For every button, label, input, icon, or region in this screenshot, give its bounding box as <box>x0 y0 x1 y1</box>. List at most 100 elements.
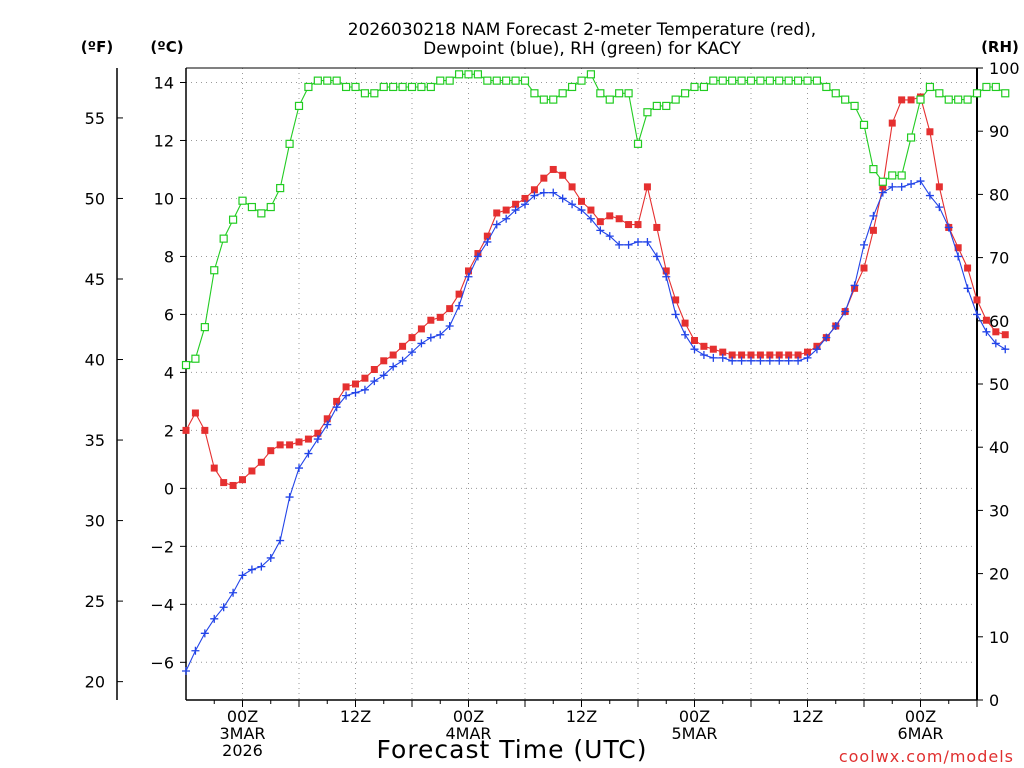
rh-point <box>954 95 963 104</box>
temperature-point <box>493 209 501 217</box>
temperature-point <box>691 337 698 345</box>
temperature-point <box>361 374 369 382</box>
fahrenheit-tick-label: 25 <box>85 592 105 611</box>
x-tick-label: 12Z <box>792 707 823 726</box>
dewpoint-point <box>229 588 238 597</box>
fahrenheit-tick-label: 50 <box>85 189 105 208</box>
dewpoint-point <box>247 565 256 574</box>
x-tick-label: 6MAR <box>897 724 943 743</box>
rh-point <box>389 82 398 92</box>
temperature-point <box>304 435 312 443</box>
temperature-point <box>804 348 811 356</box>
temperature-point <box>606 212 614 220</box>
dewpoint-point <box>219 603 228 612</box>
temperature-point <box>700 342 708 350</box>
rh-point <box>219 234 228 243</box>
temperature-point <box>286 441 294 449</box>
rh-point <box>850 101 859 111</box>
dewpoint-point <box>502 214 511 223</box>
dewpoint-point <box>530 191 539 200</box>
dewpoint-point <box>445 322 454 331</box>
temperature-point <box>436 313 444 321</box>
rh-point <box>417 82 426 92</box>
rh-point <box>812 76 822 85</box>
temperature-point <box>342 383 350 391</box>
rh-point <box>784 76 793 85</box>
temperature-point <box>738 351 746 359</box>
dewpoint-point <box>370 377 379 386</box>
rh-point <box>530 89 539 98</box>
rh-point <box>671 95 680 104</box>
rh-point <box>398 82 407 92</box>
temperature-point <box>502 206 510 214</box>
celsius-tick-label: 8 <box>164 247 174 266</box>
temperature-point <box>728 351 736 359</box>
dewpoint-point <box>276 536 285 545</box>
fahrenheit-axis-unit: (ºF) <box>81 38 113 56</box>
dewpoint-point <box>521 200 529 209</box>
rh-point <box>596 89 605 98</box>
rh-point <box>360 89 370 98</box>
dewpoint-point <box>916 177 925 186</box>
rh-point <box>304 82 313 92</box>
credit-text: coolwx.com/models <box>839 747 1014 766</box>
rh-point <box>549 95 558 104</box>
rh-point <box>944 95 953 104</box>
temperature-point <box>257 458 265 466</box>
temperature-point <box>907 96 915 104</box>
rh-point <box>191 354 200 363</box>
temperature-point <box>785 351 793 359</box>
celsius-tick-label: 0 <box>164 479 174 498</box>
dewpoint-point <box>954 252 963 261</box>
temperature-point <box>399 342 407 350</box>
rh-point <box>643 108 652 117</box>
temperature-point <box>888 119 896 127</box>
rh-point <box>897 171 906 180</box>
x-tick-label: 00Z <box>453 707 484 726</box>
dewpoint-point <box>558 194 567 203</box>
rh-point <box>454 70 464 79</box>
dewpoint-point <box>831 322 840 331</box>
rh-point <box>341 82 351 92</box>
dewpoint-point <box>323 420 332 429</box>
rh-point <box>285 139 294 148</box>
dewpoint-point <box>737 356 746 365</box>
rh-point <box>379 82 388 92</box>
dewpoint-point <box>935 203 944 212</box>
rh-point <box>605 95 614 104</box>
rh-point <box>539 95 548 104</box>
rh-point <box>567 82 577 92</box>
dewpoint-point <box>389 362 398 371</box>
rh-point <box>1001 89 1010 98</box>
dewpoint-point <box>794 356 803 365</box>
dewpoint-point <box>860 240 868 249</box>
dewpoint-point <box>200 629 209 638</box>
rh-point <box>492 76 501 85</box>
temperature-point <box>973 296 981 304</box>
temperature-point <box>964 264 972 272</box>
rh-point <box>775 76 784 85</box>
rh-point <box>906 133 916 142</box>
celsius-tick-label: 2 <box>164 421 174 440</box>
fahrenheit-tick-label: 40 <box>85 351 105 370</box>
temperature-point <box>239 476 246 484</box>
temperature-point <box>982 316 990 324</box>
gridlines <box>186 68 977 700</box>
rh-point <box>483 76 492 85</box>
dewpoint-point <box>747 356 755 365</box>
rh-point <box>407 82 417 92</box>
temperature-point <box>220 479 228 487</box>
rh-point <box>680 89 690 98</box>
rh-point <box>925 82 935 92</box>
temperature-point <box>540 174 548 182</box>
rh-point <box>436 76 445 85</box>
temperature-point <box>276 441 284 449</box>
temperature-point <box>634 221 642 229</box>
temperature-point <box>201 426 209 434</box>
rh-point <box>878 177 887 186</box>
rh-tick-label: 40 <box>989 438 1009 457</box>
rh-tick-label: 30 <box>989 501 1009 520</box>
temperature-point <box>483 232 491 240</box>
dewpoint-point <box>483 237 492 246</box>
rh-point <box>728 76 737 85</box>
